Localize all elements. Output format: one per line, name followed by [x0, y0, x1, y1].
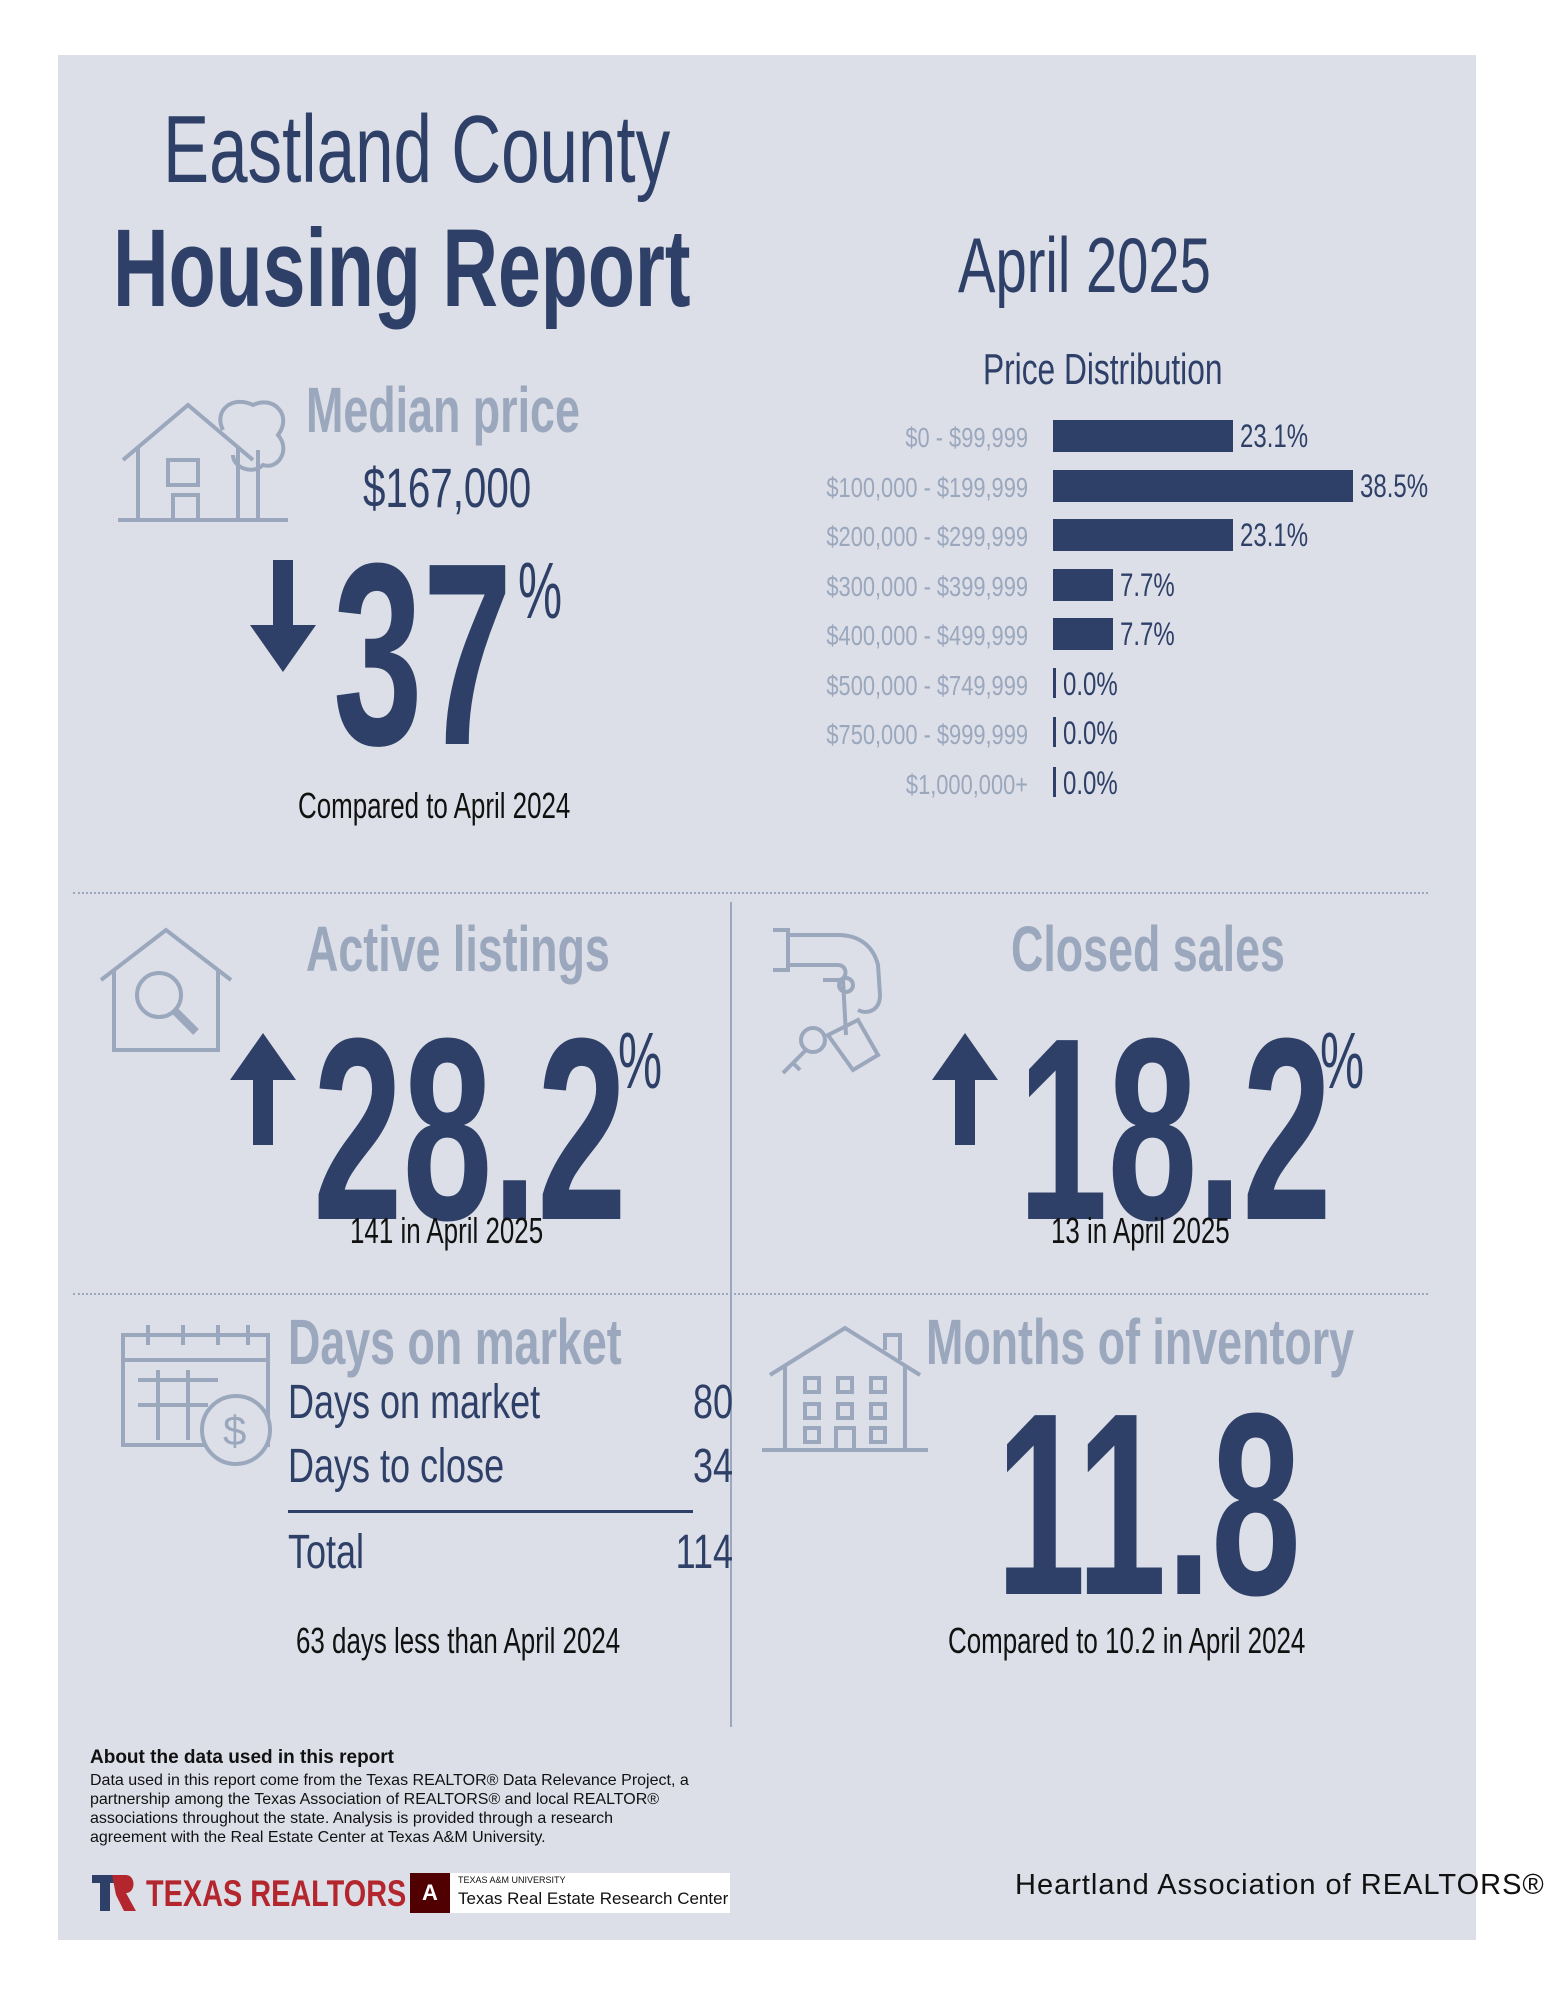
apartment-building-icon — [760, 1320, 930, 1460]
price-distribution-chart: $0 - $99,999 23.1% $100,000 - $199,999 38.5… — [758, 418, 1458, 840]
calendar-dollar-icon: $ — [118, 1320, 278, 1470]
closed-sales-change: 18.2 — [1018, 985, 1332, 1275]
median-price-heading: Median price — [306, 374, 580, 446]
price-bucket-value: 23.1% — [1240, 517, 1309, 553]
price-distribution-heading: Price Distribution — [983, 345, 1223, 394]
tamu-mark-icon: A — [410, 1873, 450, 1913]
divider-horizontal-1 — [73, 892, 1428, 894]
price-bucket-label: $200,000 - $299,999 — [826, 521, 1028, 552]
texas-realtors-mark-icon — [92, 1875, 136, 1911]
price-bucket-bar — [1053, 469, 1353, 502]
price-bucket-label: $750,000 - $999,999 — [826, 719, 1028, 750]
hand-keys-icon — [768, 925, 918, 1075]
price-bucket-label: $100,000 - $199,999 — [826, 471, 1028, 503]
price-bucket-label: $400,000 - $499,999 — [826, 620, 1028, 651]
svg-text:$: $ — [223, 1407, 246, 1454]
divider-vertical — [730, 902, 732, 1727]
divider-horizontal-2 — [73, 1293, 1428, 1295]
price-bucket-bar — [1053, 519, 1233, 551]
median-price-comparison: Compared to April 2024 — [298, 785, 571, 826]
dom-row-label-2: Days to close — [288, 1440, 505, 1493]
price-bucket-value: 23.1% — [1240, 418, 1309, 454]
tamu-logo: A TEXAS A&M UNIVERSITY Texas Real Estate… — [410, 1873, 730, 1913]
price-bucket-bar — [1053, 618, 1113, 650]
arrow-up-icon — [930, 1030, 1000, 1145]
months-inventory-heading: Months of inventory — [926, 1306, 1355, 1378]
dom-row-label-1: Days on market — [288, 1376, 541, 1429]
price-bucket-bar — [1053, 568, 1113, 601]
house-magnifier-icon — [96, 925, 236, 1055]
price-bucket-value: 38.5% — [1360, 467, 1429, 504]
dom-total-label: Total — [288, 1526, 365, 1579]
price-bucket-label: $300,000 - $399,999 — [826, 570, 1028, 602]
active-listings-detail: 141 in April 2025 — [350, 1210, 544, 1251]
texas-realtors-label: TEXAS REALTORS — [146, 1873, 407, 1914]
price-bucket-label: $1,000,000+ — [905, 768, 1028, 800]
median-price-percent: % — [518, 546, 563, 635]
active-listings-heading: Active listings — [306, 913, 610, 985]
tamu-small-label: TEXAS A&M UNIVERSITY — [458, 1875, 566, 1885]
price-bucket-bar — [1053, 667, 1056, 698]
title-line-1: Eastland County — [163, 96, 671, 203]
dom-total-value: 114 — [675, 1526, 733, 1579]
dom-row-value-2: 34 — [692, 1440, 733, 1493]
price-bucket-bar — [1053, 766, 1056, 797]
price-bucket-value: 7.7% — [1120, 616, 1175, 652]
total-divider — [288, 1510, 693, 1513]
arrow-down-icon — [248, 560, 318, 675]
price-bucket-label: $500,000 - $749,999 — [826, 669, 1028, 701]
price-bucket-value: 0.0% — [1063, 764, 1118, 801]
median-price-value: $167,000 — [363, 456, 532, 519]
dom-comparison: 63 days less than April 2024 — [296, 1620, 621, 1661]
heartland-association: Heartland Association of REALTORS® — [1015, 1869, 1545, 1901]
house-with-tree-icon — [113, 390, 293, 530]
months-inventory-comparison: Compared to 10.2 in April 2024 — [948, 1620, 1306, 1661]
closed-sales-heading: Closed sales — [1011, 913, 1285, 985]
price-bucket-bar — [1053, 420, 1233, 452]
months-inventory-value: 11.8 — [996, 1360, 1301, 1650]
report-card: Eastland County Housing Report April 202… — [58, 55, 1544, 1940]
price-bucket-bar — [1053, 717, 1056, 747]
tamu-center-label: Texas Real Estate Research Center — [458, 1889, 729, 1908]
price-bucket-value: 7.7% — [1120, 566, 1175, 603]
about-heading: About the data used in this report — [90, 1747, 395, 1768]
report-month: April 2025 — [958, 221, 1211, 309]
about-text: Data used in this report come from the T… — [90, 1772, 689, 1846]
price-bucket-label: $0 - $99,999 — [905, 422, 1028, 453]
arrow-up-icon — [228, 1030, 298, 1145]
price-bucket-value: 0.0% — [1063, 665, 1118, 702]
texas-realtors-logo — [90, 1873, 138, 1913]
active-listings-change: 28.2 — [313, 985, 627, 1275]
closed-sales-detail: 13 in April 2025 — [1051, 1210, 1230, 1251]
price-bucket-value: 0.0% — [1063, 715, 1118, 751]
active-listings-percent: % — [618, 1016, 663, 1105]
title-line-2: Housing Report — [113, 207, 691, 330]
median-price-change: 37 — [333, 510, 513, 800]
days-on-market-heading: Days on market — [288, 1306, 622, 1378]
closed-sales-percent: % — [1320, 1016, 1365, 1105]
dom-row-value-1: 80 — [692, 1376, 733, 1429]
